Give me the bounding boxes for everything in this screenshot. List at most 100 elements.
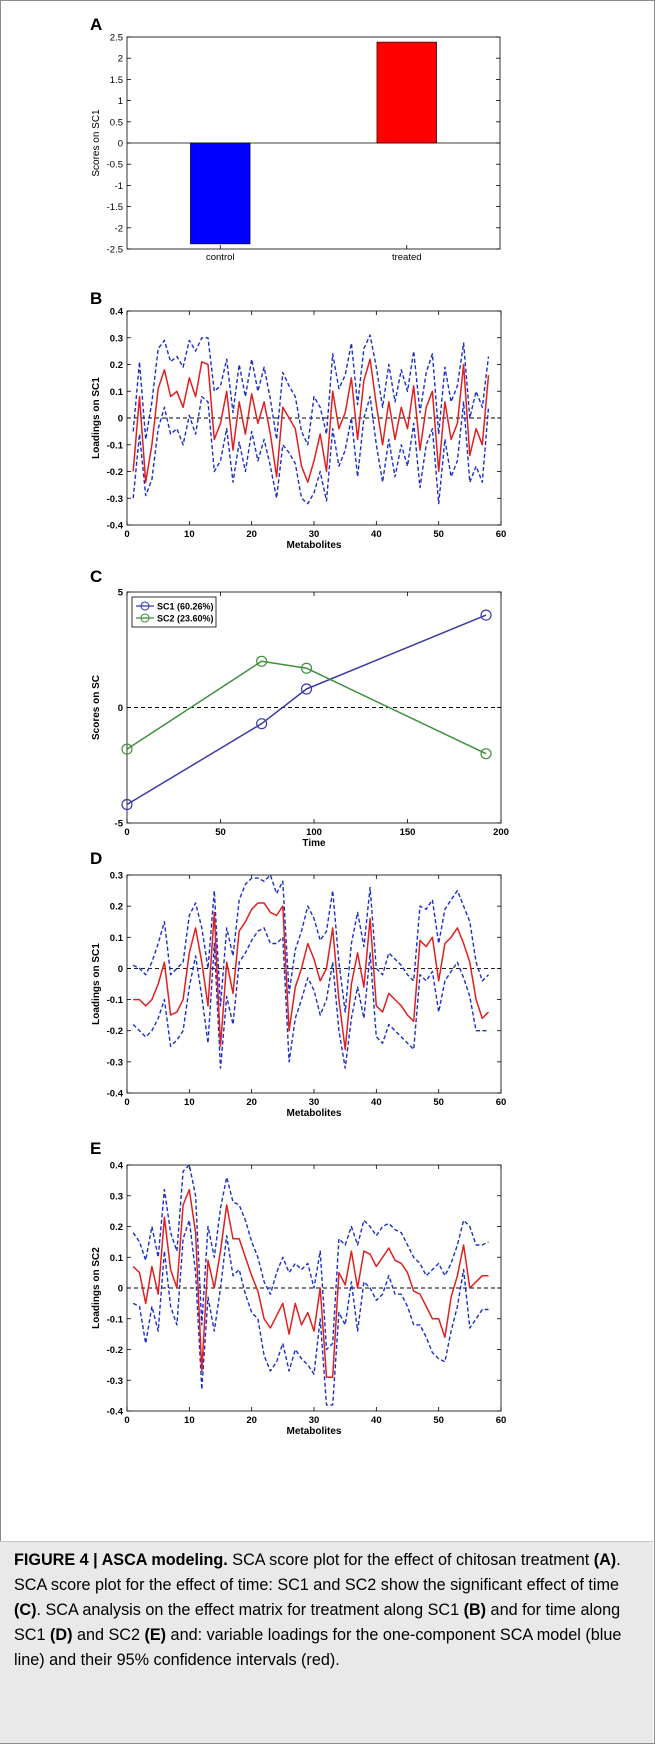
y-tick-label: 1.5 [110, 75, 123, 86]
y-tick-label: 0.2 [110, 1222, 123, 1233]
x-tick-label: 20 [246, 529, 257, 540]
x-tick-label: 50 [433, 1097, 444, 1108]
bar [376, 41, 437, 144]
data-point-marker [480, 748, 492, 760]
y-tick-label: -0.2 [107, 467, 123, 478]
y-tick-label: -0.1 [107, 1314, 124, 1325]
y-tick-label: 0 [118, 703, 123, 714]
x-tick-label: 50 [215, 827, 226, 838]
y-tick-label: -0.2 [107, 1345, 123, 1356]
data-point-marker [300, 683, 313, 695]
y-tick-label: 0 [118, 414, 123, 425]
data-point-marker [121, 743, 133, 755]
data-point-marker [256, 655, 268, 667]
y-tick-label: 2 [118, 54, 123, 65]
legend-label: SC1 (60.26%) [157, 602, 214, 612]
x-axis-label: Time [302, 838, 326, 849]
y-tick-label: 0 [118, 1284, 123, 1295]
chart-panel-d: 0.3 0.2 0.1 0 -0.1 -0.2 -0.3 -0.4 Loadings on SC… [91, 871, 507, 1120]
series-line [126, 614, 487, 806]
caption-panel-ref: (A) [593, 1551, 617, 1569]
y-tick-label: -1.5 [107, 202, 123, 213]
x-tick-label: 30 [309, 1415, 320, 1426]
caption-box [0, 1541, 653, 1743]
data-point-marker [256, 718, 268, 730]
legend-marker [140, 613, 150, 623]
y-tick-label: 0.1 [110, 933, 124, 944]
y-tick-label: -0.2 [107, 1026, 123, 1037]
y-tick-label: 0.5 [110, 117, 123, 128]
bar [190, 142, 251, 245]
y-tick-label: 0.3 [110, 333, 123, 344]
x-axis-label: Metabolites [286, 1426, 341, 1437]
series-ci-lower [132, 927, 489, 1069]
y-tick-label: -0.3 [107, 1376, 123, 1387]
x-tick-label: control [206, 252, 235, 263]
y-tick-label: 0 [118, 139, 123, 150]
series-ci-lower [132, 395, 490, 505]
y-tick-label: -0.3 [107, 494, 123, 505]
x-tick-label: 40 [371, 1415, 382, 1426]
x-tick-label: 60 [496, 1097, 507, 1108]
series-loading [132, 1188, 489, 1378]
chart-panel-a: 2.5 2 1.5 1 0.5 0 -0.5 -1 -1.5 -2 -2.5 Scores on SC… [91, 33, 501, 263]
x-tick-label: 60 [496, 1415, 507, 1426]
y-tick-label: 0.2 [110, 360, 123, 371]
legend-label: SC2 (23.60%) [157, 614, 214, 624]
y-tick-label: 0.4 [110, 307, 124, 318]
caption-segment: and SC2 [72, 1626, 145, 1644]
data-point-marker [300, 662, 313, 674]
chart-panel-b: 0.4 0.3 0.2 0.1 0 -0.1 -0.2 -0.3 -0.4 Loadings on… [91, 307, 506, 552]
y-tick-label: 0.1 [110, 387, 124, 398]
x-axis-label: Metabolites [286, 540, 341, 551]
y-tick-label: -2.5 [107, 245, 123, 256]
y-axis-label: Loadings on SC1 [91, 943, 102, 1025]
y-tick-label: -0.4 [107, 1089, 124, 1100]
y-tick-label: 0.4 [110, 1161, 124, 1172]
caption-panel-ref: (D) [50, 1626, 73, 1644]
y-tick-label: -2 [115, 223, 123, 234]
y-tick-label: -1 [115, 181, 123, 192]
y-tick-label: -0.1 [107, 440, 124, 451]
caption-panel-ref: (B) [463, 1601, 487, 1619]
data-point-marker [121, 798, 133, 811]
x-tick-label: 20 [246, 1415, 257, 1426]
y-tick-label: -0.5 [107, 160, 123, 171]
y-tick-label: -5 [115, 819, 124, 830]
x-tick-label: 30 [309, 1097, 320, 1108]
x-tick-label: 150 [400, 827, 416, 838]
x-tick-label: 200 [493, 827, 509, 838]
x-tick-label: 0 [124, 827, 129, 838]
figure-caption: FIGURE 4 | ASCA modeling. SCA score plot… [14, 1548, 639, 1673]
y-axis-label: Scores on SC [91, 675, 102, 740]
series-loading [132, 358, 490, 483]
y-tick-label: 0.1 [110, 1253, 124, 1264]
x-axis-label: Metabolites [286, 1108, 341, 1119]
y-tick-label: 0.3 [110, 1191, 123, 1202]
panel-label-c: C [90, 567, 103, 586]
x-tick-label: treated [392, 252, 422, 263]
y-tick-label: -0.4 [107, 1407, 124, 1418]
panel-label-e: E [90, 1139, 102, 1158]
panel-label-b: B [90, 289, 103, 308]
series-ci-upper [132, 1164, 489, 1351]
y-tick-label: -0.4 [107, 521, 124, 532]
caption-segment: and: variable loadings for the one-compo… [14, 1626, 622, 1669]
series-loading [133, 902, 490, 1051]
caption-panel-ref: (C) [14, 1601, 37, 1619]
y-tick-label: 1 [118, 96, 123, 107]
series-ci-upper [132, 334, 490, 446]
y-tick-label: -0.1 [107, 995, 124, 1006]
x-tick-label: 30 [309, 529, 320, 540]
x-tick-label: 0 [124, 529, 129, 540]
y-tick-label: 0.2 [110, 902, 123, 913]
caption-segment: and for time along SC1 [14, 1601, 621, 1644]
y-axis-label: Loadings on SC1 [91, 377, 102, 459]
series-line [126, 660, 487, 755]
y-tick-label: -0.3 [107, 1057, 123, 1068]
y-tick-label: 0 [118, 964, 123, 975]
x-tick-label: 40 [371, 529, 382, 540]
caption-lead: FIGURE 4 | ASCA modeling. [14, 1551, 228, 1569]
